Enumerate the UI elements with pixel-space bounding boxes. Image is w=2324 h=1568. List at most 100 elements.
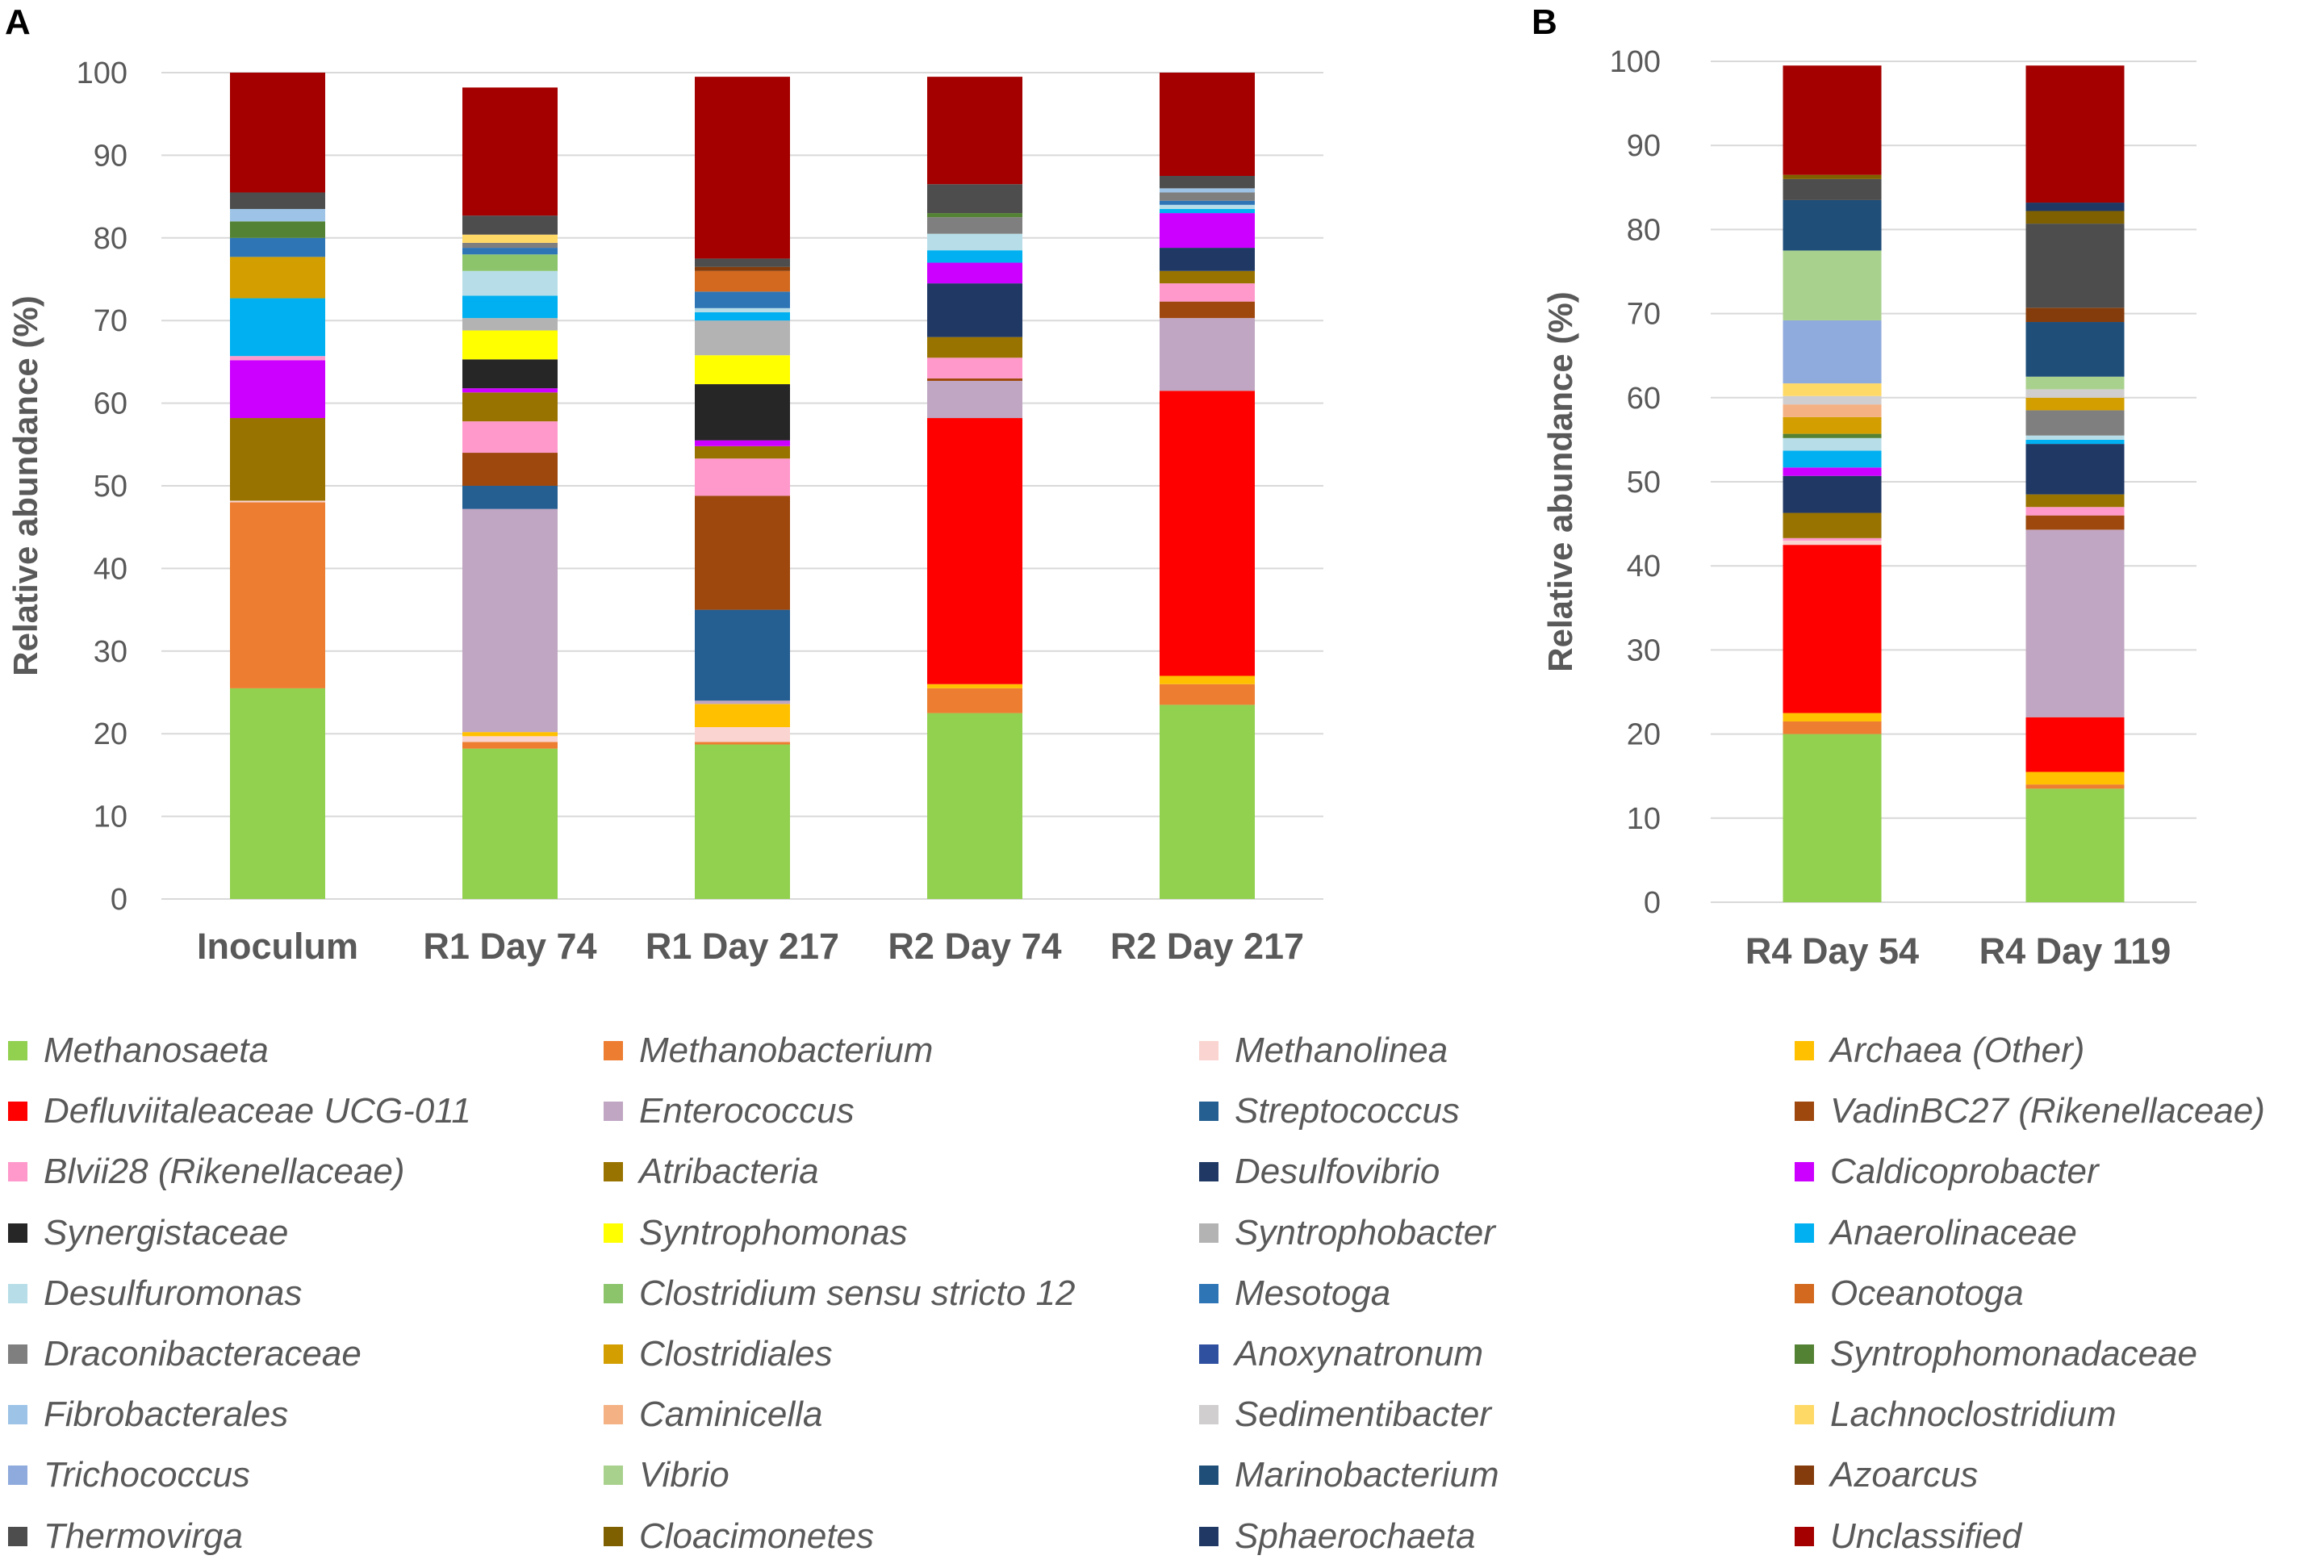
- segment-caldicoprobacter: [1783, 467, 1882, 476]
- legend-swatch: [604, 1344, 623, 1364]
- legend-swatch: [8, 1041, 27, 1060]
- y-tick-label: 60: [1627, 382, 1661, 416]
- panel-letter: A: [5, 2, 31, 42]
- legend-swatch: [1795, 1041, 1814, 1060]
- legend-item-cloacimonetes: Cloacimonetes: [604, 1511, 874, 1562]
- segment-desulfovibrio: [1160, 248, 1255, 271]
- segment-methanobacterium: [230, 502, 325, 688]
- segment-atribacteria: [1160, 270, 1255, 284]
- segment-vibrio: [1783, 250, 1882, 320]
- segment-clostridiales: [2025, 397, 2125, 411]
- segment-draconibacteraceae: [462, 242, 558, 249]
- legend-label: Trichococcus: [44, 1455, 250, 1495]
- legend-label: Fibrobacterales: [44, 1394, 289, 1435]
- segment-atribacteria: [2025, 494, 2125, 508]
- segment-thermovirga: [2025, 224, 2125, 308]
- legend-swatch: [1795, 1102, 1814, 1122]
- y-tick-label: 100: [1610, 45, 1661, 79]
- segment-blvii28-rikenellaceae: [927, 358, 1022, 378]
- segment-anaerolinaceae: [462, 295, 558, 319]
- segment-blvii28-rikenellaceae: [695, 458, 790, 496]
- segment-mesotoga: [462, 248, 558, 255]
- segment-atribacteria: [927, 337, 1022, 358]
- bar-r2-day-74: [927, 77, 1022, 899]
- category-label: Inoculum: [197, 926, 358, 967]
- legend-item-archaea-other: Archaea (Other): [1795, 1025, 2084, 1077]
- bar-r1-day-74: [462, 87, 558, 899]
- segment-desulfovibrio: [2025, 444, 2125, 495]
- y-tick-label: 40: [94, 552, 127, 586]
- legend-item-syntrophomonadaceae: Syntrophomonadaceae: [1795, 1328, 2197, 1380]
- segment-blvii28-rikenellaceae: [1783, 537, 1882, 541]
- legend-item-azoarcus: Azoarcus: [1795, 1449, 1978, 1501]
- legend-swatch: [1795, 1405, 1814, 1425]
- segment-enterococcus: [1160, 318, 1255, 391]
- legend-swatch: [604, 1223, 623, 1243]
- segment-syntrophomonas: [462, 330, 558, 360]
- segment-enterococcus: [462, 508, 558, 733]
- y-tick-label: 70: [1627, 298, 1661, 332]
- legend-label: Desulfovibrio: [1235, 1152, 1440, 1192]
- segment-blvii28-rikenellaceae: [1160, 283, 1255, 302]
- segment-caldicoprobacter: [695, 440, 790, 446]
- segment-syntrophomonadaceae: [230, 221, 325, 238]
- legend-item-lachnoclostridium: Lachnoclostridium: [1795, 1389, 2117, 1440]
- legend-label: Blvii28 (Rikenellaceae): [44, 1152, 405, 1192]
- segment-desulfuromonas: [695, 307, 790, 312]
- taxa-legend: Methanosaeta Methanobacterium Methanolinea…: [0, 1025, 2324, 1566]
- legend-swatch: [1199, 1283, 1218, 1303]
- legend-swatch: [1199, 1162, 1218, 1182]
- y-tick-label: 10: [1627, 802, 1661, 836]
- legend-swatch: [1795, 1466, 1814, 1486]
- legend-swatch: [1199, 1344, 1218, 1364]
- segment-unclassified: [1783, 65, 1882, 175]
- category-label: R2 Day 74: [888, 926, 1061, 967]
- segment-archaea-other: [927, 684, 1022, 688]
- legend-item-caldicoprobacter: Caldicoprobacter: [1795, 1146, 2099, 1198]
- legend-item-sedimentibacter: Sedimentibacter: [1199, 1389, 1491, 1440]
- legend-item-streptococcus: Streptococcus: [1199, 1085, 1460, 1137]
- segment-anaerolinaceae: [1160, 208, 1255, 214]
- legend-label: Marinobacterium: [1235, 1455, 1499, 1495]
- legend-item-atribacteria: Atribacteria: [604, 1146, 819, 1198]
- segment-syntrophomonadaceae: [927, 213, 1022, 218]
- segment-sedimentibacter: [2025, 389, 2125, 398]
- legend-swatch: [604, 1162, 623, 1182]
- panel-letter: B: [1532, 2, 1557, 42]
- legend-label: Clostridium sensu stricto 12: [639, 1273, 1076, 1313]
- segment-unclassified: [927, 77, 1022, 185]
- segment-syntrophomonas: [695, 355, 790, 385]
- segment-archaea-other: [2025, 771, 2125, 785]
- segment-defluviitaleaceae-ucg-011: [927, 418, 1022, 684]
- legend-label: Unclassified: [1830, 1516, 2022, 1556]
- segment-anaerolinaceae: [927, 250, 1022, 263]
- segment-atribacteria: [230, 418, 325, 501]
- y-tick-label: 30: [1627, 633, 1661, 667]
- segment-methanosaeta: [230, 688, 325, 899]
- legend-swatch: [1199, 1405, 1218, 1425]
- segment-desulfovibrio: [927, 283, 1022, 337]
- segment-sphaerochaeta: [2025, 203, 2125, 211]
- legend-item-syntrophobacter: Syntrophobacter: [1199, 1207, 1495, 1259]
- segment-blvii28-rikenellaceae: [462, 421, 558, 454]
- y-tick-label: 0: [1644, 886, 1661, 920]
- legend-item-mesotoga: Mesotoga: [1199, 1268, 1390, 1319]
- segment-fibrobacterales: [230, 208, 325, 222]
- segment-defluviitaleaceae-ucg-011: [2025, 717, 2125, 772]
- segment-anaerolinaceae: [1783, 450, 1882, 468]
- y-axis-title: Relative abundance (%): [1541, 291, 1579, 671]
- panel-b-chart: 0 10 20 30 40 50 60 70 80 90 100 Relative abundance…: [1532, 2, 2197, 972]
- legend-swatch: [1199, 1102, 1218, 1122]
- legend-swatch: [604, 1405, 623, 1425]
- segment-archaea-other: [462, 732, 558, 737]
- legend-swatch: [8, 1283, 27, 1303]
- category-label: R2 Day 217: [1110, 926, 1304, 967]
- legend-label: Syntrophomonadaceae: [1830, 1334, 2197, 1374]
- segment-blvii28-rikenellaceae: [2025, 507, 2125, 516]
- segment-syntrophobacter: [695, 320, 790, 356]
- segment-caldicoprobacter: [230, 360, 325, 419]
- y-tick-label: 90: [94, 139, 127, 173]
- segment-anaerolinaceae: [230, 298, 325, 357]
- segment-unclassified: [695, 77, 790, 259]
